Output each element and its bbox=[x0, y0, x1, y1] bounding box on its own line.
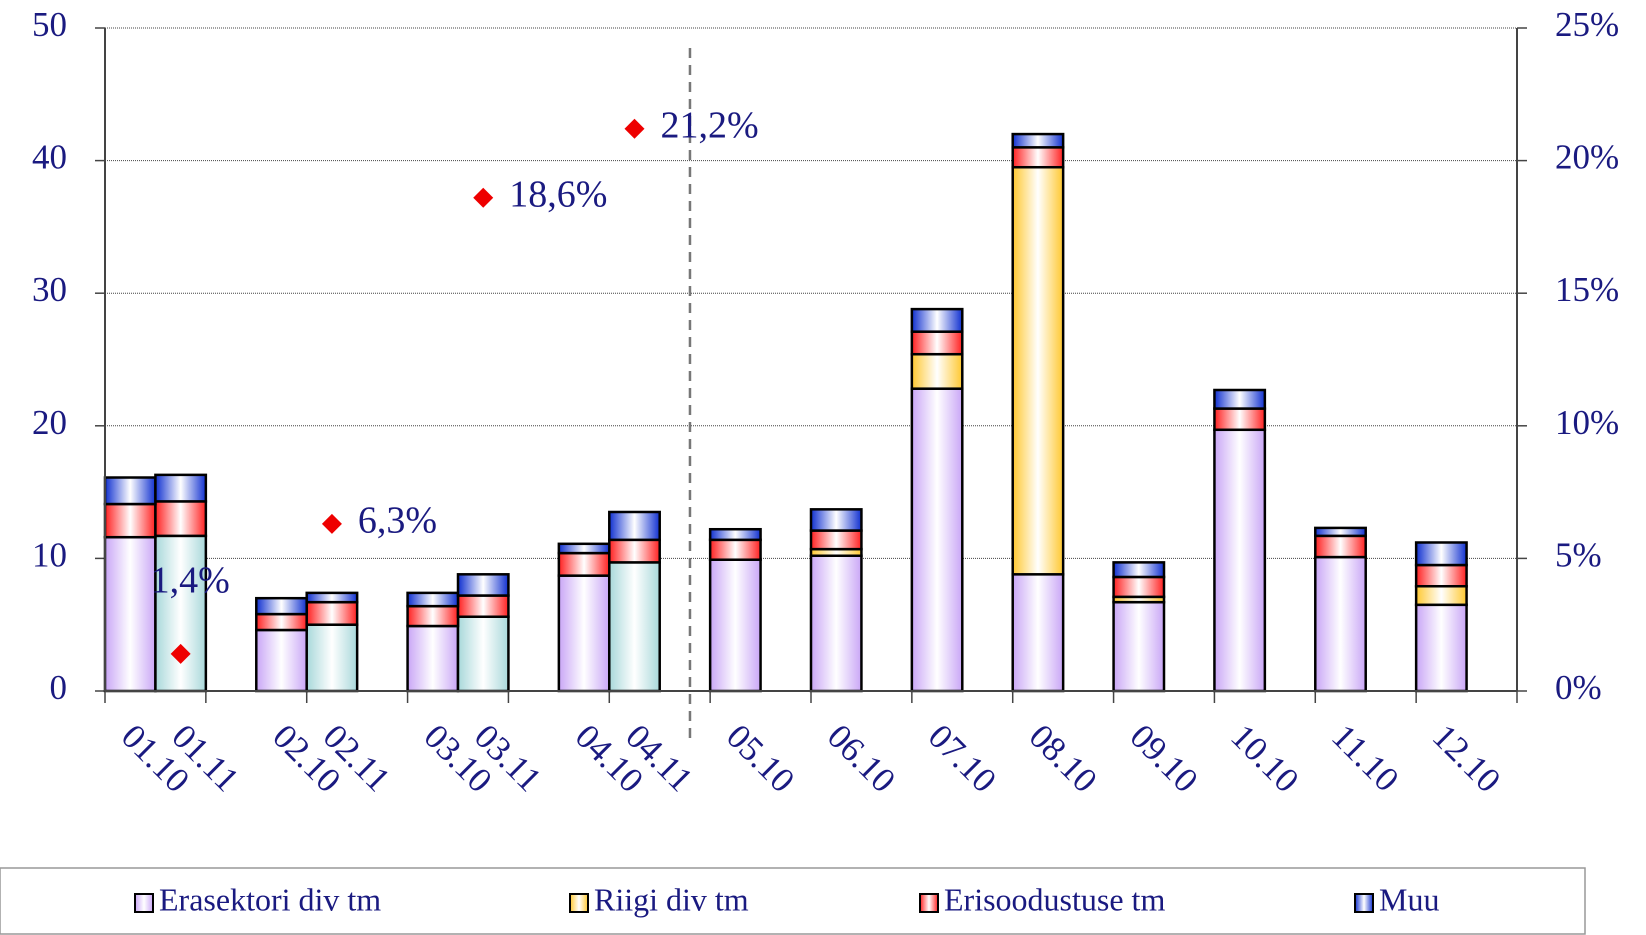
y-tick-label: 10 bbox=[32, 535, 67, 574]
x-tick-label: 06.10 bbox=[820, 717, 903, 800]
bar-segment bbox=[1314, 526, 1367, 538]
bar-segment bbox=[1414, 541, 1468, 567]
data-label: 21,2% bbox=[661, 104, 759, 146]
bar-segment bbox=[456, 594, 510, 618]
bar-segment bbox=[557, 574, 611, 693]
bar-segment bbox=[809, 508, 863, 532]
x-tick-label: 08.10 bbox=[1022, 717, 1105, 800]
data-label: 1,4% bbox=[151, 560, 230, 602]
bar-segment bbox=[608, 561, 661, 693]
bar-segment bbox=[154, 473, 208, 503]
bar-segment bbox=[809, 529, 863, 551]
bar-segment bbox=[1011, 165, 1065, 576]
data-label: 18,6% bbox=[509, 173, 607, 215]
bar-segment bbox=[456, 615, 510, 693]
legend-swatch bbox=[569, 893, 589, 913]
bar-segment bbox=[910, 307, 964, 333]
bar-segment bbox=[608, 538, 661, 564]
y-tick-label: 0 bbox=[50, 668, 68, 707]
x-tick-label: 05.10 bbox=[719, 717, 802, 800]
bar-segment bbox=[557, 542, 611, 555]
bar-segment bbox=[305, 600, 359, 626]
y-tick-label: 50 bbox=[32, 5, 67, 44]
bar-segment bbox=[456, 573, 510, 597]
bar-segment bbox=[406, 591, 460, 608]
bar-segment bbox=[1112, 600, 1166, 693]
y-tick-label: 30 bbox=[32, 270, 67, 309]
bar-segment bbox=[154, 500, 208, 538]
marker bbox=[473, 187, 494, 208]
bar-segment bbox=[1314, 534, 1367, 559]
legend-box bbox=[0, 867, 1586, 935]
bar-segment bbox=[1213, 388, 1267, 410]
marker bbox=[624, 118, 645, 139]
x-tick-label: 09.10 bbox=[1122, 717, 1205, 800]
bar-segment bbox=[1112, 575, 1166, 599]
y2-tick-label: 25% bbox=[1555, 5, 1619, 44]
bar-segment bbox=[255, 596, 308, 616]
y2-tick-label: 10% bbox=[1555, 403, 1619, 442]
legend-label: Riigi div tm bbox=[594, 881, 749, 917]
bar-segment bbox=[305, 591, 359, 604]
bar-segment bbox=[910, 330, 964, 356]
y-tick-label: 20 bbox=[32, 403, 67, 442]
bar-segment bbox=[255, 628, 308, 693]
data-label: 6,3% bbox=[358, 500, 437, 542]
bar-segment bbox=[1011, 146, 1065, 169]
x-tick-label: 11.10 bbox=[1324, 717, 1406, 799]
marker bbox=[321, 513, 342, 534]
y2-tick-label: 0% bbox=[1555, 668, 1602, 707]
bar-segment bbox=[406, 624, 460, 693]
bar-segment bbox=[910, 387, 964, 693]
bar-segment bbox=[1213, 407, 1267, 432]
bar-segment bbox=[1314, 555, 1367, 693]
bar-segment bbox=[305, 623, 359, 693]
bar-segment bbox=[1112, 561, 1166, 579]
legend-swatch bbox=[1354, 893, 1374, 913]
bar-segment bbox=[1414, 563, 1468, 588]
bar-segment bbox=[406, 604, 460, 628]
bar-segment bbox=[255, 612, 308, 632]
y-tick-label: 40 bbox=[32, 138, 67, 177]
legend-label: Erisoodustuse tm bbox=[944, 881, 1165, 917]
x-tick-label: 10.10 bbox=[1223, 717, 1306, 800]
bar-segment bbox=[608, 510, 661, 542]
y2-tick-label: 20% bbox=[1555, 138, 1619, 177]
bar-segment bbox=[103, 535, 157, 693]
bar-segment bbox=[103, 476, 157, 506]
bar-segment bbox=[910, 352, 964, 390]
legend-swatch bbox=[919, 893, 939, 913]
bar-segment bbox=[708, 538, 762, 561]
bar-segment bbox=[708, 558, 762, 693]
bar-segment bbox=[557, 551, 611, 577]
legend-label: Muu bbox=[1379, 881, 1439, 917]
bar-segment bbox=[1414, 584, 1468, 607]
bar-segment bbox=[1414, 603, 1468, 693]
y2-tick-label: 15% bbox=[1555, 270, 1619, 309]
x-tick-label: 12.10 bbox=[1425, 717, 1508, 800]
bar-segment bbox=[154, 534, 208, 693]
y2-tick-label: 5% bbox=[1555, 535, 1602, 574]
marker bbox=[170, 643, 191, 664]
x-tick-label: 07.10 bbox=[921, 717, 1004, 800]
bar-segment bbox=[1213, 428, 1267, 693]
legend-label: Erasektori div tm bbox=[159, 881, 381, 917]
bar-segment bbox=[1011, 573, 1065, 693]
legend-swatch bbox=[134, 893, 154, 913]
bar-segment bbox=[103, 502, 157, 539]
bar-segment bbox=[809, 554, 863, 693]
bar-segment bbox=[708, 527, 762, 542]
bar-segment bbox=[1011, 132, 1065, 149]
